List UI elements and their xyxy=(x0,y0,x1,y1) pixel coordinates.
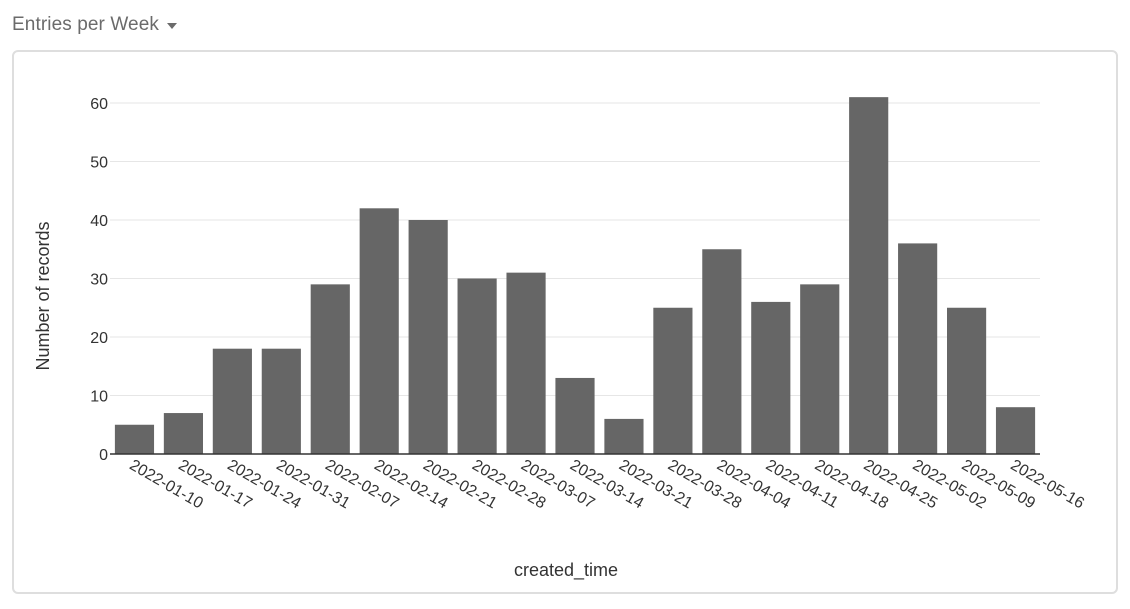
caret-down-icon[interactable] xyxy=(166,23,177,29)
x-axis-title: created_time xyxy=(514,560,618,581)
bar[interactable] xyxy=(800,284,840,454)
bar[interactable] xyxy=(408,220,448,454)
bars xyxy=(114,97,1036,455)
y-tick-label: 40 xyxy=(90,213,108,230)
bar[interactable] xyxy=(163,413,203,454)
bar[interactable] xyxy=(506,272,546,454)
bar[interactable] xyxy=(212,348,252,454)
bar[interactable] xyxy=(604,418,644,454)
y-tick-label: 50 xyxy=(90,155,108,172)
x-tick-labels: 2022-01-102022-01-172022-01-242022-01-31… xyxy=(126,457,1087,513)
widget-title: Entries per Week xyxy=(12,14,159,35)
y-tick-label: 10 xyxy=(90,389,108,406)
y-tick-label: 0 xyxy=(99,447,108,464)
y-tick-labels: 0 10 20 30 40 50 60 xyxy=(90,96,108,464)
bar[interactable] xyxy=(261,348,301,454)
bar[interactable] xyxy=(702,249,742,454)
bar[interactable] xyxy=(995,407,1036,454)
bar[interactable] xyxy=(114,424,155,454)
bar[interactable] xyxy=(457,278,497,455)
y-axis-title: Number of records xyxy=(33,221,53,370)
bar[interactable] xyxy=(849,97,889,455)
widget-title-dropdown[interactable]: Entries per Week xyxy=(12,12,177,38)
bar[interactable] xyxy=(751,301,791,454)
bar[interactable] xyxy=(310,284,350,454)
y-tick-label: 20 xyxy=(90,330,108,347)
y-tick-label: 60 xyxy=(90,96,108,113)
bar[interactable] xyxy=(359,208,399,454)
bar[interactable] xyxy=(555,377,595,454)
bar[interactable] xyxy=(653,307,693,454)
bar[interactable] xyxy=(947,307,987,454)
y-tick-label: 30 xyxy=(90,272,108,289)
bar[interactable] xyxy=(898,243,938,454)
